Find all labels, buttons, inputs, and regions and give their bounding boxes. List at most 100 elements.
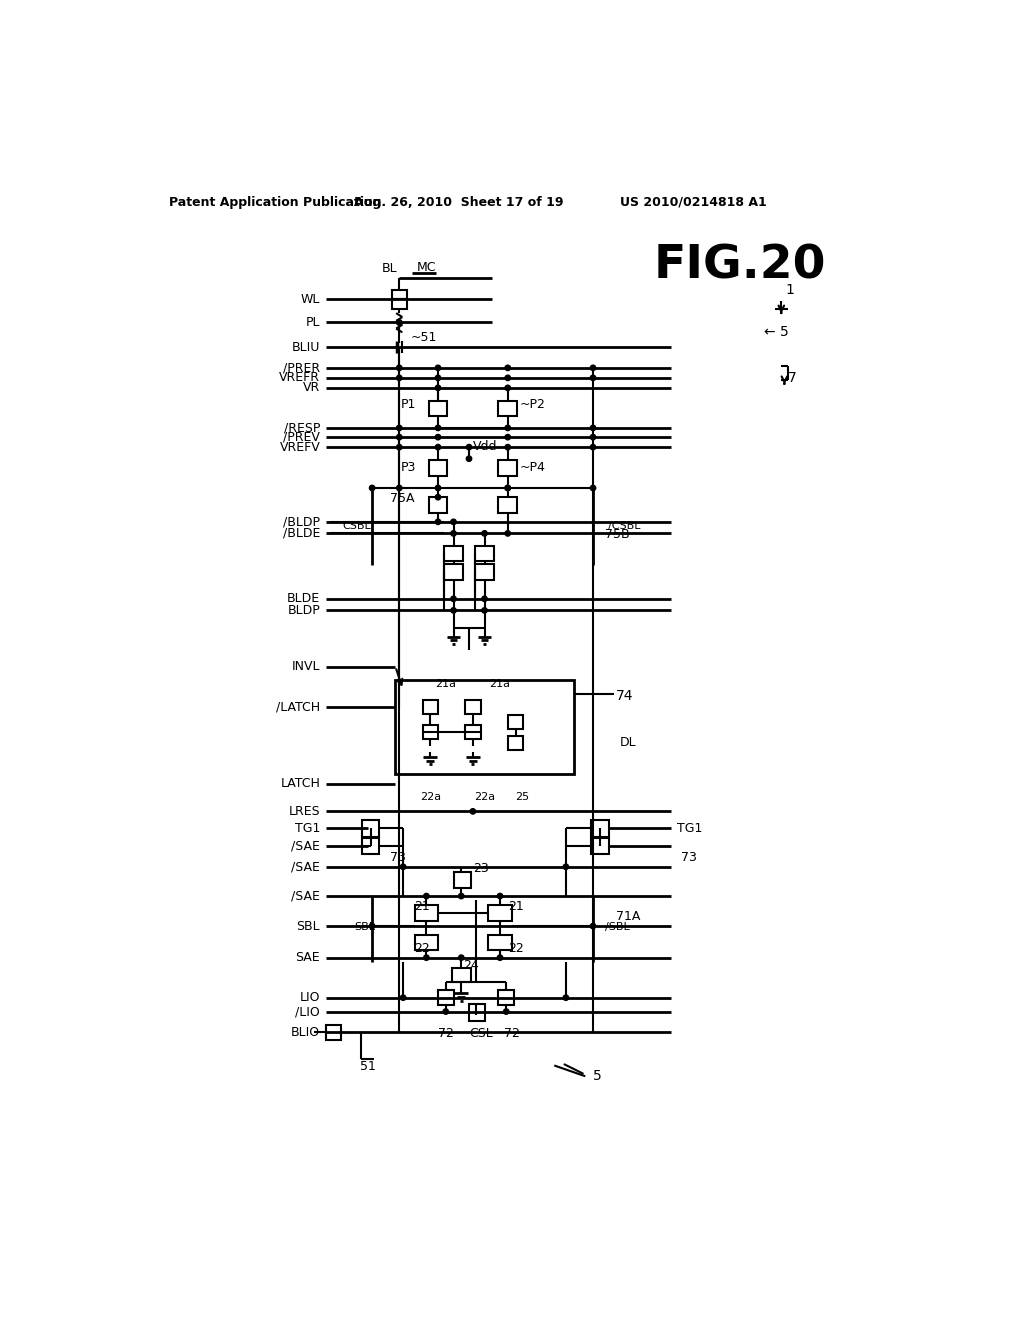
Bar: [488, 906, 512, 921]
Text: 25: 25: [515, 792, 529, 803]
Text: 51: 51: [360, 1060, 376, 1073]
Circle shape: [435, 486, 440, 491]
Text: BLIU: BLIU: [292, 341, 321, 354]
Bar: [592, 838, 608, 854]
Text: SAE: SAE: [296, 952, 321, 964]
Circle shape: [505, 486, 510, 491]
Circle shape: [563, 995, 568, 1001]
Circle shape: [435, 425, 440, 430]
Text: Vdd: Vdd: [473, 440, 498, 453]
Circle shape: [590, 924, 596, 929]
Circle shape: [396, 319, 402, 325]
Text: P3: P3: [401, 462, 417, 474]
Bar: [452, 969, 471, 982]
Circle shape: [435, 495, 440, 500]
Circle shape: [504, 1008, 509, 1014]
Bar: [592, 820, 608, 837]
Text: TG1: TG1: [295, 822, 321, 834]
Circle shape: [459, 894, 464, 899]
Text: /RESP: /RESP: [284, 421, 321, 434]
Circle shape: [505, 531, 510, 536]
Circle shape: [481, 607, 487, 612]
Text: CSL: CSL: [469, 1027, 493, 1040]
Text: FIG.20: FIG.20: [654, 244, 826, 289]
Circle shape: [396, 445, 402, 450]
Text: LRES: LRES: [289, 805, 321, 818]
Text: /SAE: /SAE: [291, 840, 321, 853]
Bar: [444, 545, 463, 561]
Circle shape: [435, 366, 440, 371]
Text: 5: 5: [593, 1069, 602, 1084]
Circle shape: [481, 531, 487, 536]
Circle shape: [396, 366, 402, 371]
Bar: [362, 838, 379, 854]
Bar: [415, 906, 438, 921]
Circle shape: [590, 366, 596, 371]
Text: BLDE: BLDE: [287, 593, 321, 606]
Text: 21: 21: [508, 900, 523, 913]
Text: DL: DL: [621, 735, 637, 748]
Bar: [326, 1024, 341, 1040]
Text: INVL: INVL: [292, 660, 321, 673]
Text: SBL: SBL: [297, 920, 321, 933]
Bar: [415, 935, 438, 950]
Circle shape: [435, 519, 440, 524]
Circle shape: [424, 954, 429, 961]
Circle shape: [590, 425, 596, 430]
Circle shape: [590, 434, 596, 440]
Bar: [499, 990, 514, 1006]
Bar: [475, 564, 494, 579]
Circle shape: [396, 375, 402, 380]
Text: Aug. 26, 2010  Sheet 17 of 19: Aug. 26, 2010 Sheet 17 of 19: [354, 195, 563, 209]
Circle shape: [435, 385, 440, 391]
Text: /LIO: /LIO: [296, 1005, 321, 1018]
Text: MC: MC: [417, 261, 436, 275]
Text: ~P4: ~P4: [519, 462, 545, 474]
Text: 21a: 21a: [435, 680, 457, 689]
Circle shape: [590, 486, 596, 491]
Circle shape: [505, 486, 510, 491]
Bar: [469, 1005, 484, 1020]
Text: SBL: SBL: [354, 921, 375, 932]
Text: 72: 72: [504, 1027, 519, 1040]
Circle shape: [435, 375, 440, 380]
Text: 7: 7: [788, 371, 797, 385]
Circle shape: [505, 434, 510, 440]
Circle shape: [466, 445, 472, 450]
Circle shape: [443, 681, 449, 686]
Text: LIO: LIO: [300, 991, 321, 1005]
Text: BLDP: BLDP: [288, 603, 321, 616]
Bar: [499, 401, 517, 416]
Text: LATCH: LATCH: [281, 777, 321, 791]
Text: /SBL: /SBL: [604, 921, 630, 932]
Text: 75B: 75B: [604, 528, 630, 541]
Circle shape: [498, 894, 503, 899]
Text: 73: 73: [681, 851, 696, 865]
Text: VREFR: VREFR: [280, 371, 321, 384]
Text: BLIO: BLIO: [291, 1026, 321, 1039]
Text: US 2010/0214818 A1: US 2010/0214818 A1: [621, 195, 767, 209]
Bar: [465, 700, 480, 714]
Text: /CSBL: /CSBL: [608, 521, 641, 532]
Bar: [362, 820, 379, 837]
Text: 73: 73: [390, 851, 406, 865]
Circle shape: [396, 297, 402, 302]
Circle shape: [451, 607, 457, 612]
Bar: [488, 935, 512, 950]
Circle shape: [370, 486, 375, 491]
Bar: [438, 990, 454, 1006]
Text: P1: P1: [401, 399, 417, 412]
Bar: [423, 700, 438, 714]
Text: CSBL: CSBL: [342, 521, 371, 532]
Circle shape: [505, 385, 510, 391]
Text: /SAE: /SAE: [291, 890, 321, 903]
Text: 75A: 75A: [390, 492, 415, 506]
Text: 1: 1: [785, 282, 794, 297]
Circle shape: [400, 865, 406, 870]
Bar: [465, 725, 480, 739]
Text: VR: VR: [303, 381, 321, 395]
Text: 22a: 22a: [474, 792, 495, 803]
Text: 21: 21: [415, 900, 430, 913]
Circle shape: [498, 681, 503, 686]
Circle shape: [451, 519, 457, 524]
